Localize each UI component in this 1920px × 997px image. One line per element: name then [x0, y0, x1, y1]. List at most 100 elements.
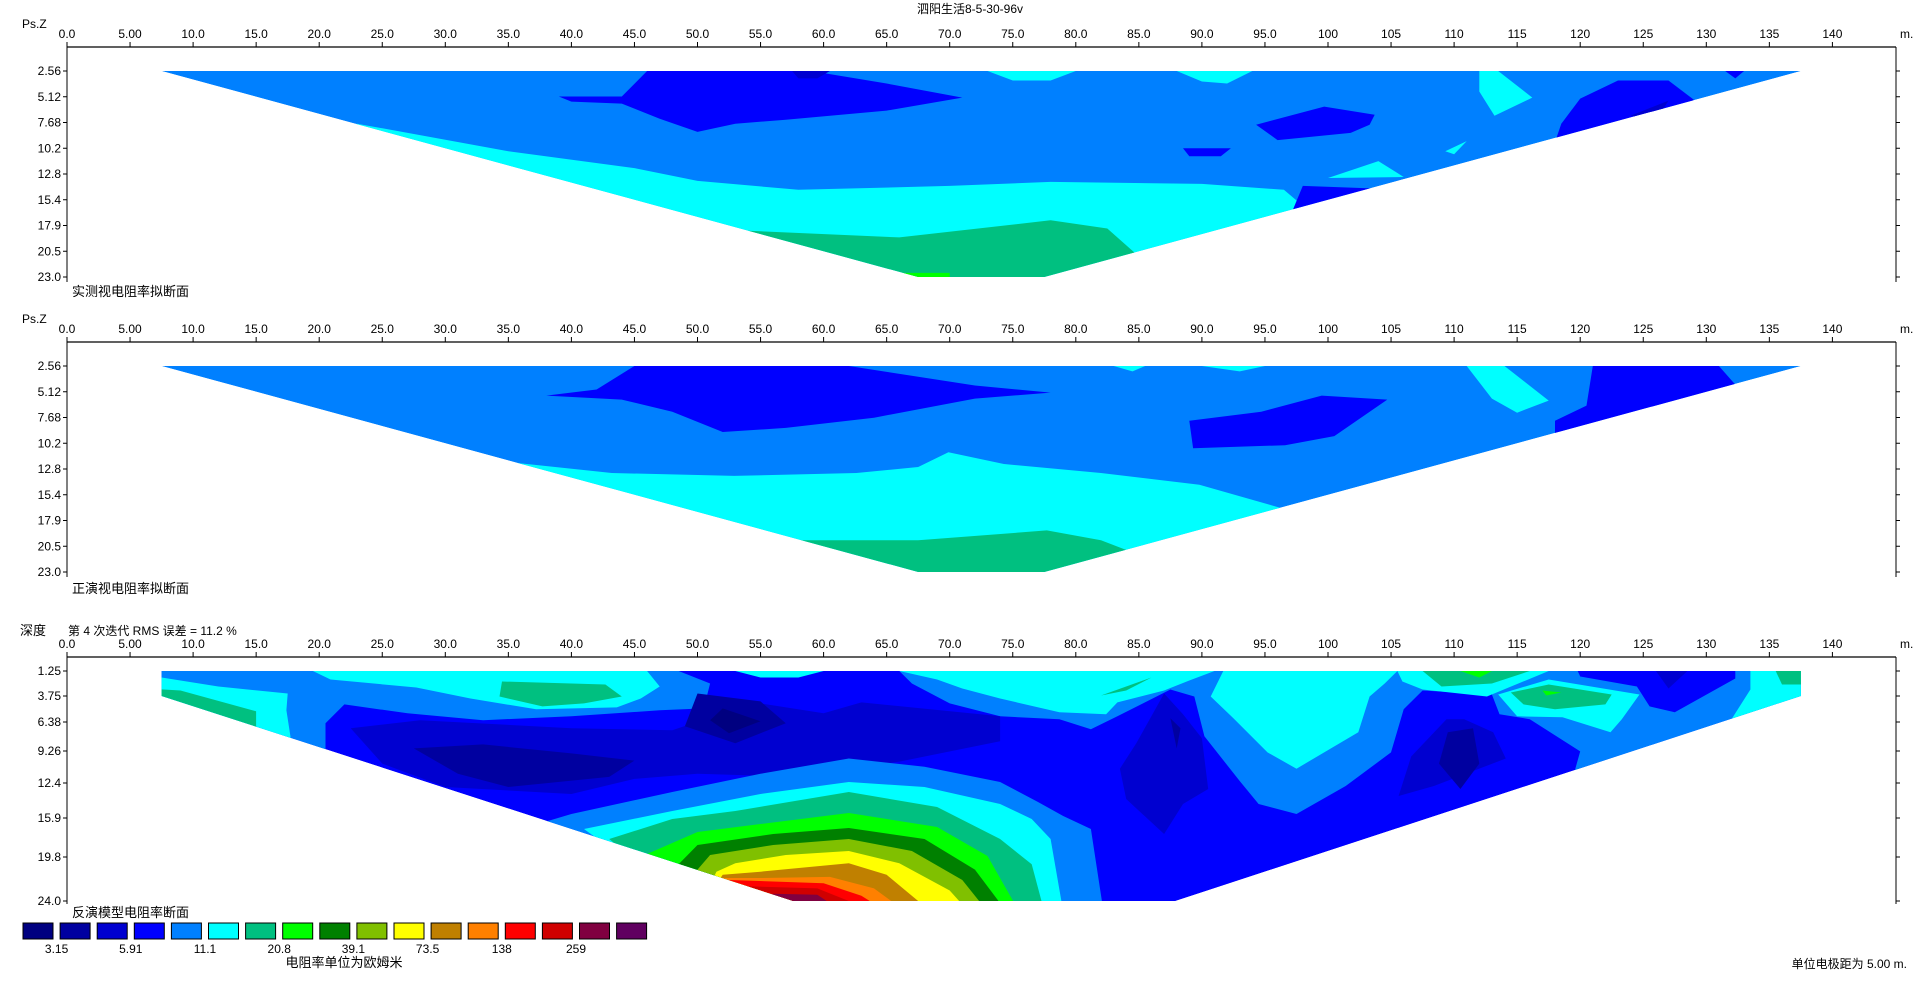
x-tick-label: 80.0 [1064, 27, 1088, 41]
x-tick-label: 85.0 [1127, 637, 1151, 651]
contour-region [760, 530, 1152, 572]
x-tick-label: 135 [1759, 27, 1779, 41]
x-tick-label: 75.0 [1001, 637, 1025, 651]
legend-label: 259 [566, 942, 586, 956]
contour-region [1256, 106, 1375, 141]
x-tick-label: 45.0 [623, 637, 647, 651]
legend-swatch [319, 922, 351, 940]
x-tick-label: 55.0 [749, 322, 773, 336]
contour-fill [161, 71, 1801, 277]
x-tick-label: 40.0 [560, 637, 584, 651]
depth-axis-label: Ps.Z [22, 17, 47, 31]
contour-region [1113, 366, 1146, 372]
x-tick-label: 0.0 [59, 322, 76, 336]
x-tick-label: 20.0 [308, 637, 332, 651]
contour-region [1510, 684, 1612, 710]
contour-region [413, 744, 635, 787]
contour-base-region [161, 71, 1801, 277]
x-tick-label: 80.0 [1064, 322, 1088, 336]
x-tick-label: 40.0 [560, 322, 584, 336]
color-legend: 3.15 5.91 11.1 20.8 39.1 73.5 138 259 [22, 922, 648, 956]
x-tick-label: 35.0 [497, 27, 521, 41]
depth-tick-label: 1.25 [38, 664, 62, 678]
legend-swatch [170, 922, 202, 940]
x-tick-label: 85.0 [1127, 27, 1151, 41]
depth-tick-label: 5.12 [38, 90, 62, 104]
x-tick-label: 45.0 [623, 27, 647, 41]
x-tick-label: 140 [1822, 637, 1842, 651]
contour-region [1577, 671, 1736, 713]
x-tick-label: 130 [1696, 27, 1716, 41]
x-tick-label: 125 [1633, 27, 1653, 41]
contour-region [1655, 671, 1688, 689]
x-tick-label: 135 [1759, 322, 1779, 336]
x-tick-label: 110 [1445, 322, 1464, 336]
depth-tick-label: 10.2 [38, 436, 62, 450]
contour-region [546, 366, 1051, 432]
contour-region [1460, 671, 1492, 678]
contour-region [697, 893, 843, 901]
legend-swatch [245, 922, 277, 940]
depth-tick-label: 10.2 [38, 141, 62, 155]
section-panel-1: Ps.Z 0.0 5.00 10.0 15.0 20.0 25.0 30.0 35.0 40.0 4… [22, 17, 1913, 299]
legend-swatch [541, 922, 573, 940]
legend-swatch [59, 922, 91, 940]
depth-tick-label: 15.4 [38, 488, 62, 502]
x-tick-label: 25.0 [371, 637, 395, 651]
contour-region [1542, 690, 1562, 696]
x-tick-label: 75.0 [1001, 27, 1025, 41]
contour-region [1176, 71, 1253, 84]
x-tick-label: 100 [1318, 637, 1338, 651]
depth-tick-label: 9.26 [38, 744, 62, 758]
x-tick-label: 120 [1570, 637, 1590, 651]
legend-label: 11.1 [194, 942, 217, 956]
depth-axis-label: 深度 [20, 623, 46, 638]
x-tick-label: 115 [1508, 637, 1527, 651]
x-tick-label: 65.0 [875, 637, 899, 651]
x-tick-label: 15.0 [244, 637, 268, 651]
x-tick-label: 140 [1822, 322, 1842, 336]
electrode-spacing-label: 单位电极距为 5.00 m. [1792, 956, 1907, 971]
depth-tick-label: 3.75 [38, 689, 62, 703]
contour-region [1479, 71, 1533, 116]
x-tick-label: 95.0 [1253, 27, 1277, 41]
x-tick-label: 45.0 [623, 322, 647, 336]
contour-region [735, 671, 824, 678]
contour-region [1189, 395, 1388, 449]
x-tick-label: 0.0 [59, 27, 76, 41]
x-tick-label: 15.0 [244, 27, 268, 41]
x-tick-label: 25.0 [371, 27, 395, 41]
x-tick-label: 5.00 [118, 27, 142, 41]
contour-region [1101, 677, 1152, 696]
x-tick-label: 100 [1318, 322, 1338, 336]
contour-region [1183, 148, 1231, 157]
x-tick-label: 135 [1759, 637, 1779, 651]
x-tick-label: 100 [1318, 27, 1338, 41]
legend-label: 20.8 [268, 942, 292, 956]
x-unit-label: m. [1900, 637, 1913, 651]
depth-tick-label: 19.8 [38, 850, 62, 864]
legend-swatch [579, 922, 610, 940]
x-tick-label: 115 [1508, 27, 1527, 41]
contour-region [558, 71, 963, 132]
x-tick-label: 120 [1570, 27, 1590, 41]
legend-swatch [430, 922, 462, 940]
x-tick-label: 90.0 [1190, 637, 1214, 651]
contour-region [1328, 161, 1404, 178]
contour-region [899, 671, 1215, 715]
contour-region [1201, 366, 1265, 372]
depth-axis-label: Ps.Z [22, 312, 47, 326]
contour-region [1725, 71, 1745, 79]
x-tick-label: 30.0 [434, 322, 458, 336]
x-tick-label: 95.0 [1253, 637, 1277, 651]
x-tick-label: 5.00 [118, 322, 142, 336]
depth-tick-label: 6.38 [38, 715, 62, 729]
depth-tick-label: 24.0 [38, 894, 62, 908]
depth-tick-label: 15.9 [38, 811, 62, 825]
x-tick-label: 115 [1508, 322, 1527, 336]
legend-unit-label: 电阻率单位为欧姆米 [285, 955, 402, 970]
x-tick-label: 140 [1822, 27, 1842, 41]
x-unit-label: m. [1900, 27, 1913, 41]
legend-swatch [208, 922, 239, 940]
